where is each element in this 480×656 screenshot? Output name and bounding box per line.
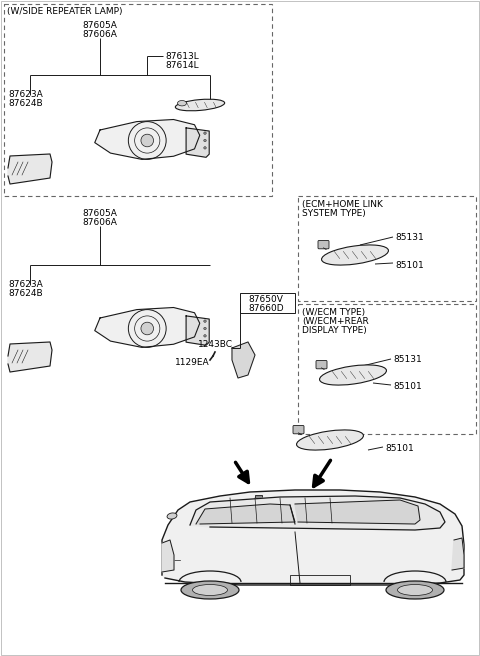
Ellipse shape: [320, 365, 386, 385]
Text: (W/ECM+REAR: (W/ECM+REAR: [302, 317, 369, 326]
Text: (W/SIDE REPEATER LAMP): (W/SIDE REPEATER LAMP): [7, 7, 122, 16]
Text: (W/ECM TYPE): (W/ECM TYPE): [302, 308, 365, 317]
Bar: [255, 495, 262, 500]
Ellipse shape: [397, 584, 432, 596]
Text: 87606A: 87606A: [83, 218, 118, 227]
Polygon shape: [8, 154, 52, 184]
Text: 87605A: 87605A: [83, 209, 118, 218]
Text: SYSTEM TYPE): SYSTEM TYPE): [302, 209, 366, 218]
Text: 1243BC: 1243BC: [198, 340, 233, 349]
Text: 87623A: 87623A: [8, 280, 43, 289]
FancyBboxPatch shape: [316, 361, 327, 369]
Circle shape: [204, 335, 206, 337]
Ellipse shape: [178, 100, 187, 106]
Bar: [298, 304, 476, 434]
Circle shape: [141, 322, 154, 335]
Text: 87624B: 87624B: [8, 289, 43, 298]
Circle shape: [204, 327, 206, 330]
Circle shape: [204, 139, 206, 142]
Bar: [240, 293, 295, 313]
Text: 87660D: 87660D: [248, 304, 284, 313]
Ellipse shape: [167, 513, 177, 519]
Circle shape: [204, 132, 206, 134]
Circle shape: [204, 146, 206, 149]
Text: 87624B: 87624B: [8, 99, 43, 108]
Text: 87623A: 87623A: [8, 90, 43, 99]
Text: 1129EA: 1129EA: [175, 358, 210, 367]
Polygon shape: [162, 490, 464, 585]
Polygon shape: [190, 496, 445, 530]
Ellipse shape: [175, 99, 225, 111]
Ellipse shape: [386, 581, 444, 599]
Polygon shape: [162, 540, 174, 572]
Text: 85131: 85131: [395, 233, 424, 242]
Text: 87613L: 87613L: [165, 52, 199, 61]
Text: (ECM+HOME LINK: (ECM+HOME LINK: [302, 200, 383, 209]
Polygon shape: [452, 538, 464, 570]
Polygon shape: [232, 342, 255, 378]
Circle shape: [141, 134, 154, 147]
Text: 87606A: 87606A: [83, 30, 118, 39]
Polygon shape: [186, 128, 209, 157]
FancyBboxPatch shape: [318, 241, 329, 249]
Text: 87605A: 87605A: [83, 21, 118, 30]
Text: 85101: 85101: [393, 382, 422, 391]
Ellipse shape: [297, 430, 363, 450]
Bar: [4, 4, 272, 196]
Text: 87614L: 87614L: [165, 61, 199, 70]
Text: 85101: 85101: [395, 261, 424, 270]
Polygon shape: [295, 500, 420, 524]
Polygon shape: [95, 308, 200, 348]
Text: 85131: 85131: [393, 355, 422, 364]
Polygon shape: [95, 119, 200, 159]
Polygon shape: [196, 504, 295, 524]
Bar: [290, 575, 350, 585]
Ellipse shape: [322, 245, 388, 265]
Text: DISPLAY TYPE): DISPLAY TYPE): [302, 326, 367, 335]
Text: 87650V: 87650V: [248, 295, 283, 304]
Polygon shape: [186, 316, 209, 345]
Bar: [298, 196, 476, 301]
Text: 85101: 85101: [385, 444, 414, 453]
FancyBboxPatch shape: [293, 426, 304, 434]
Circle shape: [204, 320, 206, 322]
Ellipse shape: [181, 581, 239, 599]
Ellipse shape: [192, 584, 228, 596]
Polygon shape: [8, 342, 52, 372]
